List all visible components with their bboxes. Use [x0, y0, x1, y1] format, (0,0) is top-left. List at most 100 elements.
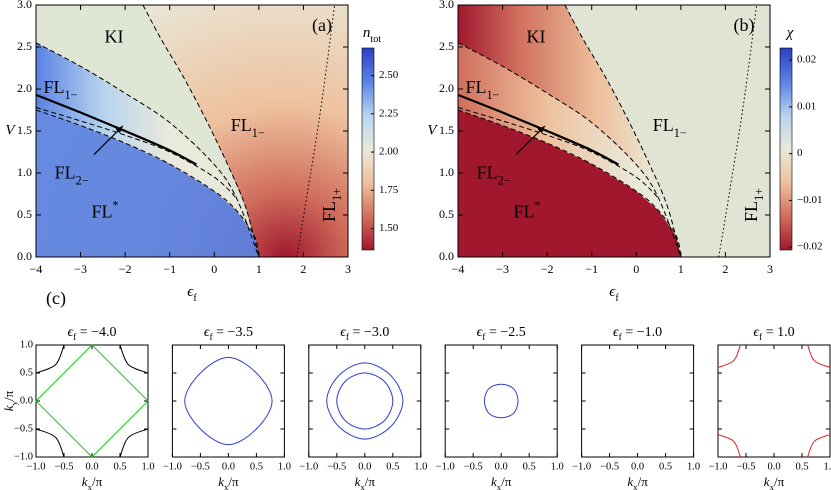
region-label: FL*	[514, 198, 541, 221]
fermi-contour	[807, 344, 831, 368]
x-axis-label-main: k	[355, 474, 361, 489]
region-label-main: FL	[465, 77, 486, 97]
x-axis-label-main: k	[218, 474, 224, 489]
y-tick-label: 1.0	[17, 165, 32, 179]
region-label: KI	[105, 27, 124, 47]
y-tick-label: 1.5	[439, 123, 454, 137]
x-tick-label: 1.0	[278, 461, 291, 472]
panel-title-sub: f	[209, 332, 213, 343]
x-tick-label: 0	[633, 262, 639, 276]
colorbar-tick-label: −0.02	[797, 241, 822, 253]
x-axis-label-rest: /π	[638, 474, 649, 489]
x-axis-label-sub: x	[360, 482, 365, 490]
arrow-head	[537, 125, 545, 134]
panel-title-rest: = −2.5	[485, 325, 525, 340]
x-tick-label: −2	[541, 262, 554, 276]
y-tick-label: 2.0	[17, 81, 32, 95]
plot-frame	[444, 344, 558, 458]
colorbar	[361, 47, 375, 251]
x-tick-label: 1.0	[687, 461, 700, 472]
x-axis-label-rest: /π	[365, 474, 376, 489]
panel-title-rest: = −1.0	[622, 325, 662, 340]
x-axis-label-rest: /π	[228, 474, 239, 489]
region-label: FL1+	[741, 188, 766, 222]
x-axis-label-main: k	[764, 474, 770, 489]
y-tick-label: 2.5	[439, 39, 454, 53]
x-tick-label: −1.0	[299, 461, 318, 472]
colorbar-label: ntot	[363, 25, 381, 44]
region-ki	[458, 5, 681, 257]
boundary-line	[36, 93, 197, 166]
x-tick-label: 0.5	[250, 461, 263, 472]
fermi-contour	[119, 344, 149, 374]
region-label-sub: 1+	[330, 188, 344, 201]
region-label-sub: 1−	[487, 88, 500, 102]
fermi-contour	[119, 428, 149, 458]
x-tick-label: 1.0	[141, 461, 154, 472]
region-label-main: KI	[105, 27, 124, 47]
region-label: FL2−	[477, 163, 511, 188]
x-tick-label: −1.0	[708, 461, 727, 472]
x-tick-label: 3	[767, 262, 773, 276]
x-tick-label: 0.0	[358, 461, 371, 472]
panel-title: ϵf = −1.0	[613, 325, 662, 343]
region-fl-star	[36, 110, 259, 257]
x-tick-label: −1	[585, 262, 598, 276]
panel-title-main: ϵ	[204, 325, 211, 340]
fermi-contour	[807, 434, 831, 458]
x-axis-label-rest: /π	[501, 474, 512, 489]
y-tick-label: 0.5	[20, 367, 33, 378]
x-tick-label: −4	[452, 262, 465, 276]
y-axis-label-sub: y	[9, 400, 19, 405]
x-axis-label: kx/π	[491, 474, 512, 490]
region-ki	[36, 5, 259, 257]
x-tick-label: −1.0	[572, 461, 591, 472]
x-axis-label-main: ϵ	[609, 284, 616, 300]
x-tick-label: 0.0	[495, 461, 508, 472]
x-tick-label: 1.0	[551, 461, 564, 472]
colorbar-tick-label: 2.00	[379, 146, 399, 158]
y-tick-label: 1.0	[439, 165, 454, 179]
region-strip	[458, 42, 681, 257]
region-label-main: KI	[527, 27, 546, 47]
boundary-line	[458, 107, 659, 199]
panel-title-sub: f	[619, 332, 623, 343]
region-label: FL1−	[43, 77, 77, 102]
fermi-contour	[326, 362, 404, 440]
panel-title: ϵf = −3.5	[204, 325, 253, 343]
x-tick-label: 2	[300, 262, 306, 276]
x-tick-label: −3	[74, 262, 87, 276]
x-tick-label: 0.0	[85, 461, 98, 472]
y-tick-label: 2.0	[439, 81, 454, 95]
panel-title: ϵf = −2.5	[477, 325, 526, 343]
panel-label: (b)	[734, 15, 755, 36]
colorbar-tick-label: 0.01	[797, 100, 816, 112]
x-axis-label-sub: x	[224, 482, 229, 490]
colorbar-tick-label: 1.50	[379, 222, 399, 234]
boundary-line	[458, 93, 619, 166]
y-tick-label: 1.0	[20, 339, 33, 350]
x-tick-label: −1.0	[163, 461, 182, 472]
region-label: FL2−	[55, 163, 89, 188]
x-tick-label: 3	[345, 262, 351, 276]
region-label-sub: 1+	[752, 188, 766, 201]
x-axis-label: kx/π	[82, 474, 103, 490]
x-axis-label-sub: x	[497, 482, 502, 490]
fermi-contour	[35, 344, 65, 374]
region-label-sub: 2−	[76, 173, 89, 187]
panel-label: (a)	[312, 15, 332, 36]
x-axis-label: kx/π	[627, 474, 648, 490]
x-tick-label: 0.5	[795, 461, 808, 472]
x-tick-label: 0.0	[222, 461, 235, 472]
boundary-line	[36, 109, 260, 257]
boundary-line	[564, 5, 682, 257]
x-tick-label: 0.5	[386, 461, 399, 472]
colorbar-label-main: n	[363, 25, 371, 41]
x-axis-label: kx/π	[355, 474, 376, 490]
fermi-contour	[336, 372, 394, 430]
region-label: FL1+	[319, 188, 344, 222]
x-tick-label: 0.0	[767, 461, 780, 472]
boundary-line	[36, 107, 237, 199]
region-label-main: FL	[43, 77, 64, 97]
arrow-head	[115, 125, 123, 134]
